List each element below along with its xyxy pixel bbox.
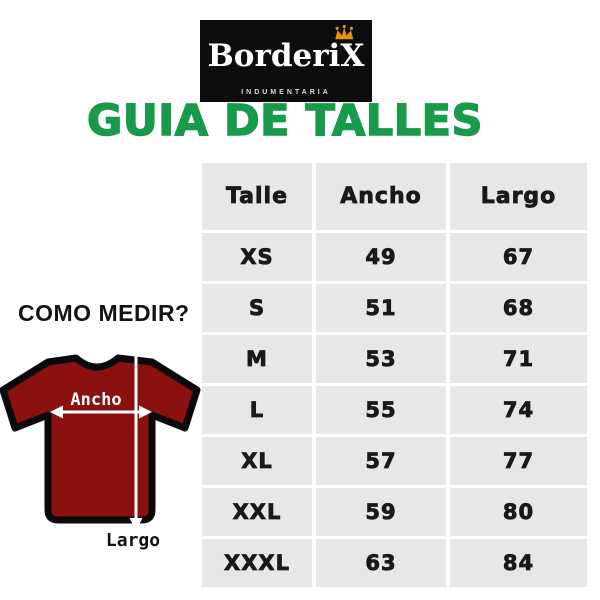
table-cell: 57 <box>316 437 446 485</box>
col-header-largo: Largo <box>450 163 587 230</box>
table-cell: XXL <box>202 488 312 536</box>
table-cell: 74 <box>450 386 587 434</box>
table-cell: 59 <box>316 488 446 536</box>
table-cell: 49 <box>316 233 446 281</box>
size-table: Talle Ancho Largo XS 49 67 S 51 68 M 53 … <box>202 163 587 587</box>
page-title: GUIA DE TALLES <box>86 96 483 146</box>
brand-subtitle: INDUMENTARIA <box>241 89 331 96</box>
length-arrowhead <box>129 518 143 531</box>
table-cell: M <box>202 335 312 383</box>
col-header-ancho: Ancho <box>316 163 446 230</box>
table-cell: 53 <box>316 335 446 383</box>
width-arrowhead-left <box>50 405 63 419</box>
brand-logo: BorderiX INDUMENTARIA <box>200 20 372 102</box>
table-cell: 84 <box>450 539 587 587</box>
table-cell: XS <box>202 233 312 281</box>
table-cell: 68 <box>450 284 587 332</box>
col-header-talle: Talle <box>202 163 312 230</box>
brand-name: BorderiX <box>207 38 365 74</box>
crown-icon <box>335 25 354 40</box>
how-to-measure-heading: COMO MEDIR? <box>18 300 190 326</box>
tshirt-diagram: Ancho Largo <box>0 354 201 551</box>
table-cell: 77 <box>450 437 587 485</box>
table-cell: L <box>202 386 312 434</box>
table-cell: 63 <box>316 539 446 587</box>
table-cell: XXXL <box>202 539 312 587</box>
table-cell: S <box>202 284 312 332</box>
width-arrowhead-right <box>139 405 152 419</box>
tshirt-shape <box>0 354 201 524</box>
width-label: Ancho <box>70 390 121 410</box>
table-cell: 51 <box>316 284 446 332</box>
table-cell: 55 <box>316 386 446 434</box>
table-cell: 67 <box>450 233 587 281</box>
table-cell: 71 <box>450 335 587 383</box>
table-cell: 80 <box>450 488 587 536</box>
table-cell: XL <box>202 437 312 485</box>
length-label: Largo <box>106 530 160 551</box>
